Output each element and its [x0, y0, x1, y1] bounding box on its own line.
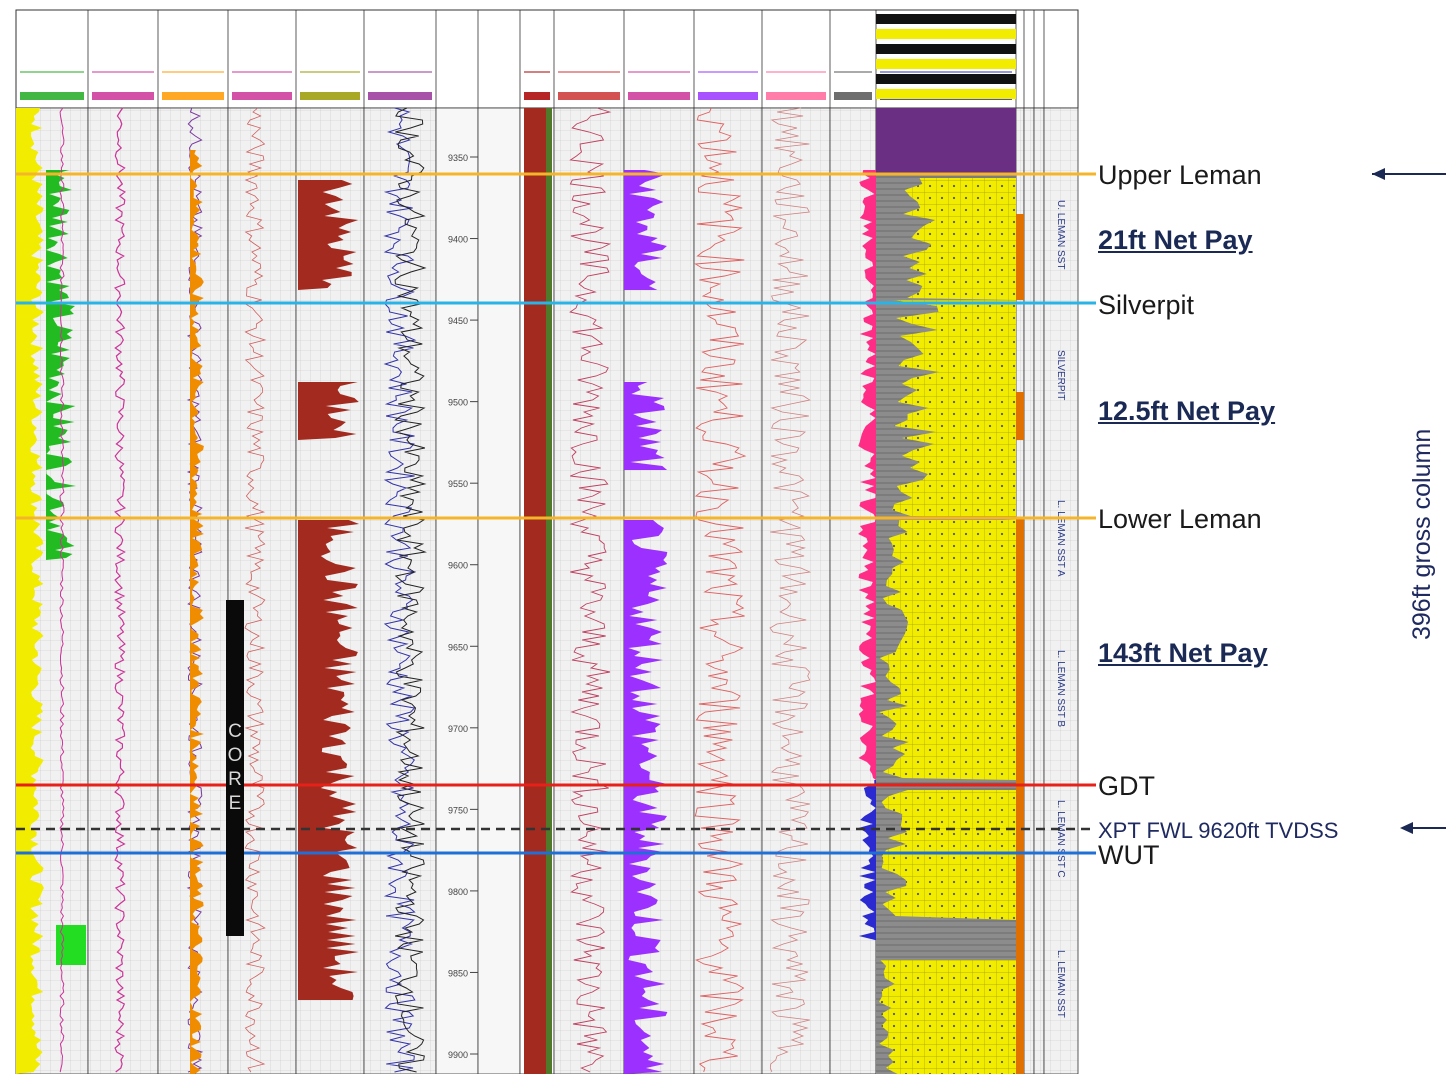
label-upper-leman: Upper Leman: [1098, 160, 1262, 190]
vsh-curve: [569, 107, 612, 1073]
header-scale-bar: [558, 92, 620, 100]
depth-tick-label: 9800: [448, 887, 468, 897]
porosity-fill: [624, 520, 668, 1074]
core-letter: O: [227, 745, 243, 766]
depth-tick-label: 9750: [448, 805, 468, 815]
cali-fill: [16, 108, 44, 1074]
core-letter: E: [228, 793, 242, 814]
depth-tick-label: 9700: [448, 724, 468, 734]
log-track: [693, 107, 763, 1074]
log-track: [553, 107, 625, 1074]
depth-tick-label: 9600: [448, 561, 468, 571]
depth-tick-label: 9550: [448, 479, 468, 489]
sand-body: [879, 960, 1016, 1074]
fla-curve: [113, 107, 127, 1073]
label-silverpit: Silverpit: [1098, 290, 1195, 320]
log-track: [435, 107, 479, 1074]
header-scale-bar: [232, 92, 292, 100]
depth-tick-label: 9350: [448, 153, 468, 163]
sand-body: [881, 790, 1016, 920]
label-net-pay-upper: 21ft Net Pay: [1098, 225, 1253, 255]
sand-body: [903, 178, 1016, 300]
label-gdt: GDT: [1098, 771, 1155, 801]
formation-top-lines: [16, 168, 1446, 855]
log-track: [761, 107, 831, 1074]
gr-sand-fill: [298, 382, 359, 440]
log-curves: [16, 107, 876, 1074]
porosity-fill: [624, 170, 667, 290]
label-net-pay-lower: 143ft Net Pay: [1098, 638, 1268, 668]
vwat-pink-fill: [858, 170, 876, 780]
core-letter: R: [228, 769, 242, 790]
zone-label: U. LEMAN SST: [1055, 200, 1066, 269]
perm-curve: [769, 107, 812, 1073]
log-track: [1043, 107, 1079, 1074]
depth-tick-label: 9400: [448, 235, 468, 245]
sand-body: [892, 300, 1016, 520]
pay-flag: [1016, 392, 1024, 440]
gr-sand-fill: [298, 520, 360, 1000]
core-letter: C: [228, 721, 242, 742]
label-net-pay-silverpit: 12.5ft Net Pay: [1098, 396, 1276, 426]
log-track: [363, 107, 437, 1074]
neph-curve: [186, 107, 204, 1073]
header-scale-bar: [368, 92, 432, 100]
label-lower-leman: Lower Leman: [1098, 504, 1262, 534]
header-scale-bar: [162, 92, 224, 100]
sand-body: [879, 520, 1016, 780]
zone-label: L. LEMAN SST: [1055, 950, 1066, 1018]
arrow-head: [1372, 168, 1385, 180]
sw-curve: [694, 107, 747, 1073]
header-scale-bar: [20, 92, 84, 100]
tenp-curve: [383, 107, 417, 1073]
header-scale-bar: [300, 92, 360, 100]
log-track: [477, 107, 521, 1074]
header-scale-bar: [698, 92, 758, 100]
label-xpt-fwl: XPT FWL 9620ft TVDSS: [1098, 818, 1339, 843]
bore-hole-edge: [546, 108, 552, 1074]
log-track: [1023, 107, 1035, 1074]
label-gross-column: 396ft gross column: [1408, 428, 1436, 640]
header-scale-bar: [628, 92, 690, 100]
gr-curve: [394, 107, 427, 1073]
header-scale-bar: [524, 92, 550, 100]
bore-hole-column: [524, 108, 550, 1074]
header-scale-bar: [92, 92, 154, 100]
label-wut: WUT: [1098, 840, 1160, 870]
zone-label: L. LEMAN SST A: [1055, 500, 1066, 577]
header-lithology-bar: [876, 89, 1016, 99]
log-track: [87, 107, 159, 1074]
header-lithology-bar: [876, 59, 1016, 69]
cali-curve: [59, 107, 65, 1073]
header-lithology-bar: [876, 44, 1016, 54]
porosity-fill: [624, 382, 668, 470]
arrow-head: [1400, 822, 1413, 834]
pay-flag: [1016, 518, 1024, 1074]
depth-tick-label: 9850: [448, 968, 468, 978]
zone-label: L. LEMAN SST B: [1055, 650, 1066, 727]
pay-flag: [1016, 214, 1024, 300]
vwat-blue-fill: [858, 780, 876, 940]
header-scale-bar: [766, 92, 826, 100]
pef-curve: [244, 107, 267, 1073]
header-scale-bar: [834, 92, 872, 100]
log-tracks: 9350 9400 9450 9500 9550 9600 9650 9700 9750 9800…: [15, 9, 1079, 1074]
core-interval-bar: C O R E: [226, 600, 244, 936]
header-lithology-bar: [876, 29, 1016, 39]
depth-tick-label: 9900: [448, 1050, 468, 1060]
gr-sand-fill: [298, 180, 359, 290]
zone-label: L. LEMAN SST C: [1055, 800, 1066, 878]
lithology-upper-purple: [876, 108, 1016, 174]
depth-tick-label: 9500: [448, 398, 468, 408]
log-track: [1033, 107, 1045, 1074]
header-lithology-bar: [876, 74, 1016, 84]
header-lithology-bar: [876, 14, 1016, 24]
depth-tick-label: 9650: [448, 642, 468, 652]
zone-label: SILVERPIT: [1055, 350, 1066, 400]
rhob-fill: [190, 150, 204, 1074]
depth-tick-label: 9450: [448, 316, 468, 326]
